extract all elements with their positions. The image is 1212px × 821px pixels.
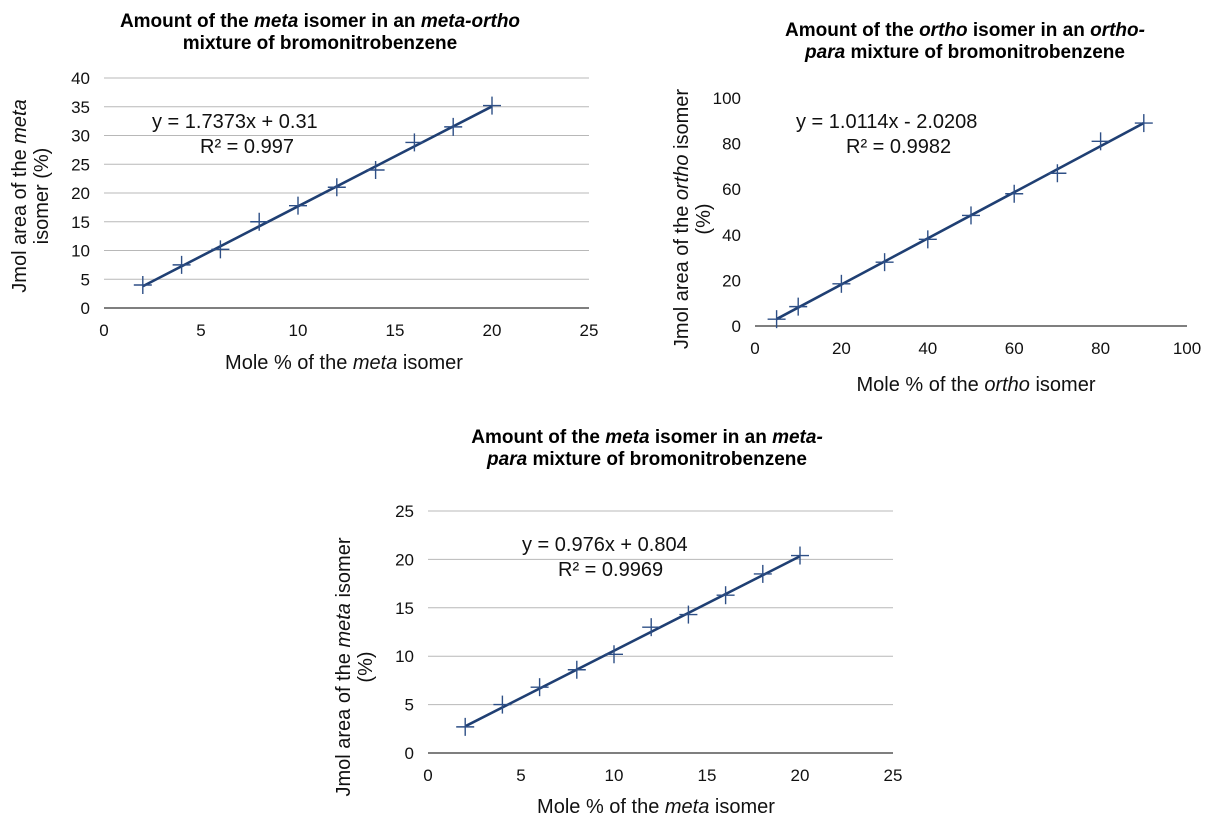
trendline-equation: y = 1.7373x + 0.31 R² = 0.997 — [152, 110, 318, 160]
data-point — [716, 586, 735, 605]
y-tick-label: 5 — [81, 270, 90, 289]
y-tick-label: 20 — [395, 550, 414, 569]
data-point — [405, 133, 424, 152]
trendline — [142, 105, 493, 288]
plot-area: 0 20 40 60 80 100 0 20 40 60 80 100 — [713, 89, 1202, 358]
data-point — [832, 274, 851, 293]
x-tick-label: 0 — [423, 766, 432, 785]
data-point — [1134, 114, 1153, 133]
x-axis-label: Mole % of the meta isomer — [225, 352, 463, 374]
data-point — [444, 117, 463, 136]
trendline — [464, 555, 801, 728]
y-tick-label: 5 — [405, 696, 414, 715]
x-tick-label: 20 — [483, 321, 502, 340]
data-point — [327, 178, 346, 197]
data-point — [1048, 164, 1067, 183]
x-tick-label: 25 — [884, 766, 903, 785]
data-point — [530, 678, 549, 697]
x-tick-label: 10 — [605, 766, 624, 785]
chart-title: Amount of the ortho isomer in an ortho-p… — [785, 20, 1145, 63]
data-point — [753, 564, 772, 583]
y-tick-label: 15 — [71, 213, 90, 232]
y-tick-label: 10 — [395, 647, 414, 666]
plot-area: 0 5 10 15 20 25 30 35 40 0 5 10 15 20 25 — [71, 69, 599, 340]
data-point — [791, 546, 809, 565]
r-squared-text: R² = 0.9969 — [558, 559, 664, 581]
x-tick-label: 25 — [580, 321, 599, 340]
x-tick-label: 20 — [791, 766, 810, 785]
x-axis-label: Mole % of the meta isomer — [537, 796, 775, 818]
y-tick-label: 40 — [71, 69, 90, 88]
data-point — [642, 618, 661, 637]
data-point — [875, 253, 894, 272]
x-tick-label: 40 — [918, 339, 937, 358]
x-axis-label: Mole % of the ortho isomer — [856, 374, 1096, 396]
y-tick-label: 10 — [71, 242, 90, 261]
data-point — [679, 605, 698, 624]
x-tick-label: 5 — [516, 766, 525, 785]
y-tick-label: 100 — [713, 89, 741, 108]
y-tick-label: 0 — [405, 744, 414, 763]
data-point — [767, 310, 786, 329]
y-tick-label: 20 — [722, 271, 741, 290]
x-tick-label: 100 — [1173, 339, 1201, 358]
data-point — [567, 660, 586, 679]
data-point — [172, 255, 191, 274]
chart-title: Amount of the meta isomer in an meta-ort… — [119, 11, 521, 54]
equation-text: y = 0.976x + 0.804 — [522, 534, 688, 556]
x-tick-label: 15 — [386, 321, 405, 340]
y-tick-label: 60 — [722, 180, 741, 199]
x-tick-label: 0 — [750, 339, 759, 358]
r-squared-text: R² = 0.997 — [200, 136, 294, 158]
data-point — [918, 230, 937, 249]
data-point — [962, 206, 980, 225]
x-tick-label: 15 — [698, 766, 717, 785]
y-tick-label: 25 — [395, 502, 414, 521]
data-point — [1091, 132, 1110, 151]
equation-text: y = 1.0114x - 2.0208 — [796, 111, 978, 133]
trendline-equation: y = 1.0114x - 2.0208 R² = 0.9982 — [796, 110, 977, 160]
y-tick-label: 40 — [722, 226, 741, 245]
data-point — [250, 212, 269, 231]
r-squared-text: R² = 0.9982 — [846, 136, 952, 158]
x-tick-label: 60 — [1005, 339, 1024, 358]
y-tick-label: 35 — [71, 98, 90, 117]
y-tick-label: 80 — [722, 135, 741, 154]
data-point — [605, 645, 623, 664]
y-tick-label: 20 — [71, 184, 90, 203]
x-tick-label: 10 — [289, 321, 308, 340]
data-point — [211, 240, 230, 259]
data-point — [789, 297, 808, 316]
data-point — [483, 96, 501, 115]
data-point — [289, 196, 307, 215]
x-tick-label: 5 — [196, 321, 205, 340]
x-tick-label: 20 — [832, 339, 851, 358]
y-tick-label: 15 — [395, 599, 414, 618]
x-tick-label: 0 — [99, 321, 108, 340]
data-point — [133, 276, 152, 294]
y-tick-label: 25 — [71, 155, 90, 174]
y-tick-label: 0 — [81, 299, 90, 318]
chart-title: Amount of the meta isomer in an meta-par… — [471, 427, 823, 470]
equation-text: y = 1.7373x + 0.31 — [152, 111, 318, 133]
x-tick-label: 80 — [1091, 339, 1110, 358]
data-point — [366, 161, 385, 179]
data-point — [493, 695, 512, 714]
data-point — [456, 717, 475, 736]
y-tick-label: 30 — [71, 127, 90, 146]
trendline-equation: y = 0.976x + 0.804 R² = 0.9969 — [522, 533, 688, 583]
trendline — [775, 121, 1145, 321]
y-tick-label: 0 — [732, 317, 741, 336]
data-point — [1005, 184, 1024, 203]
